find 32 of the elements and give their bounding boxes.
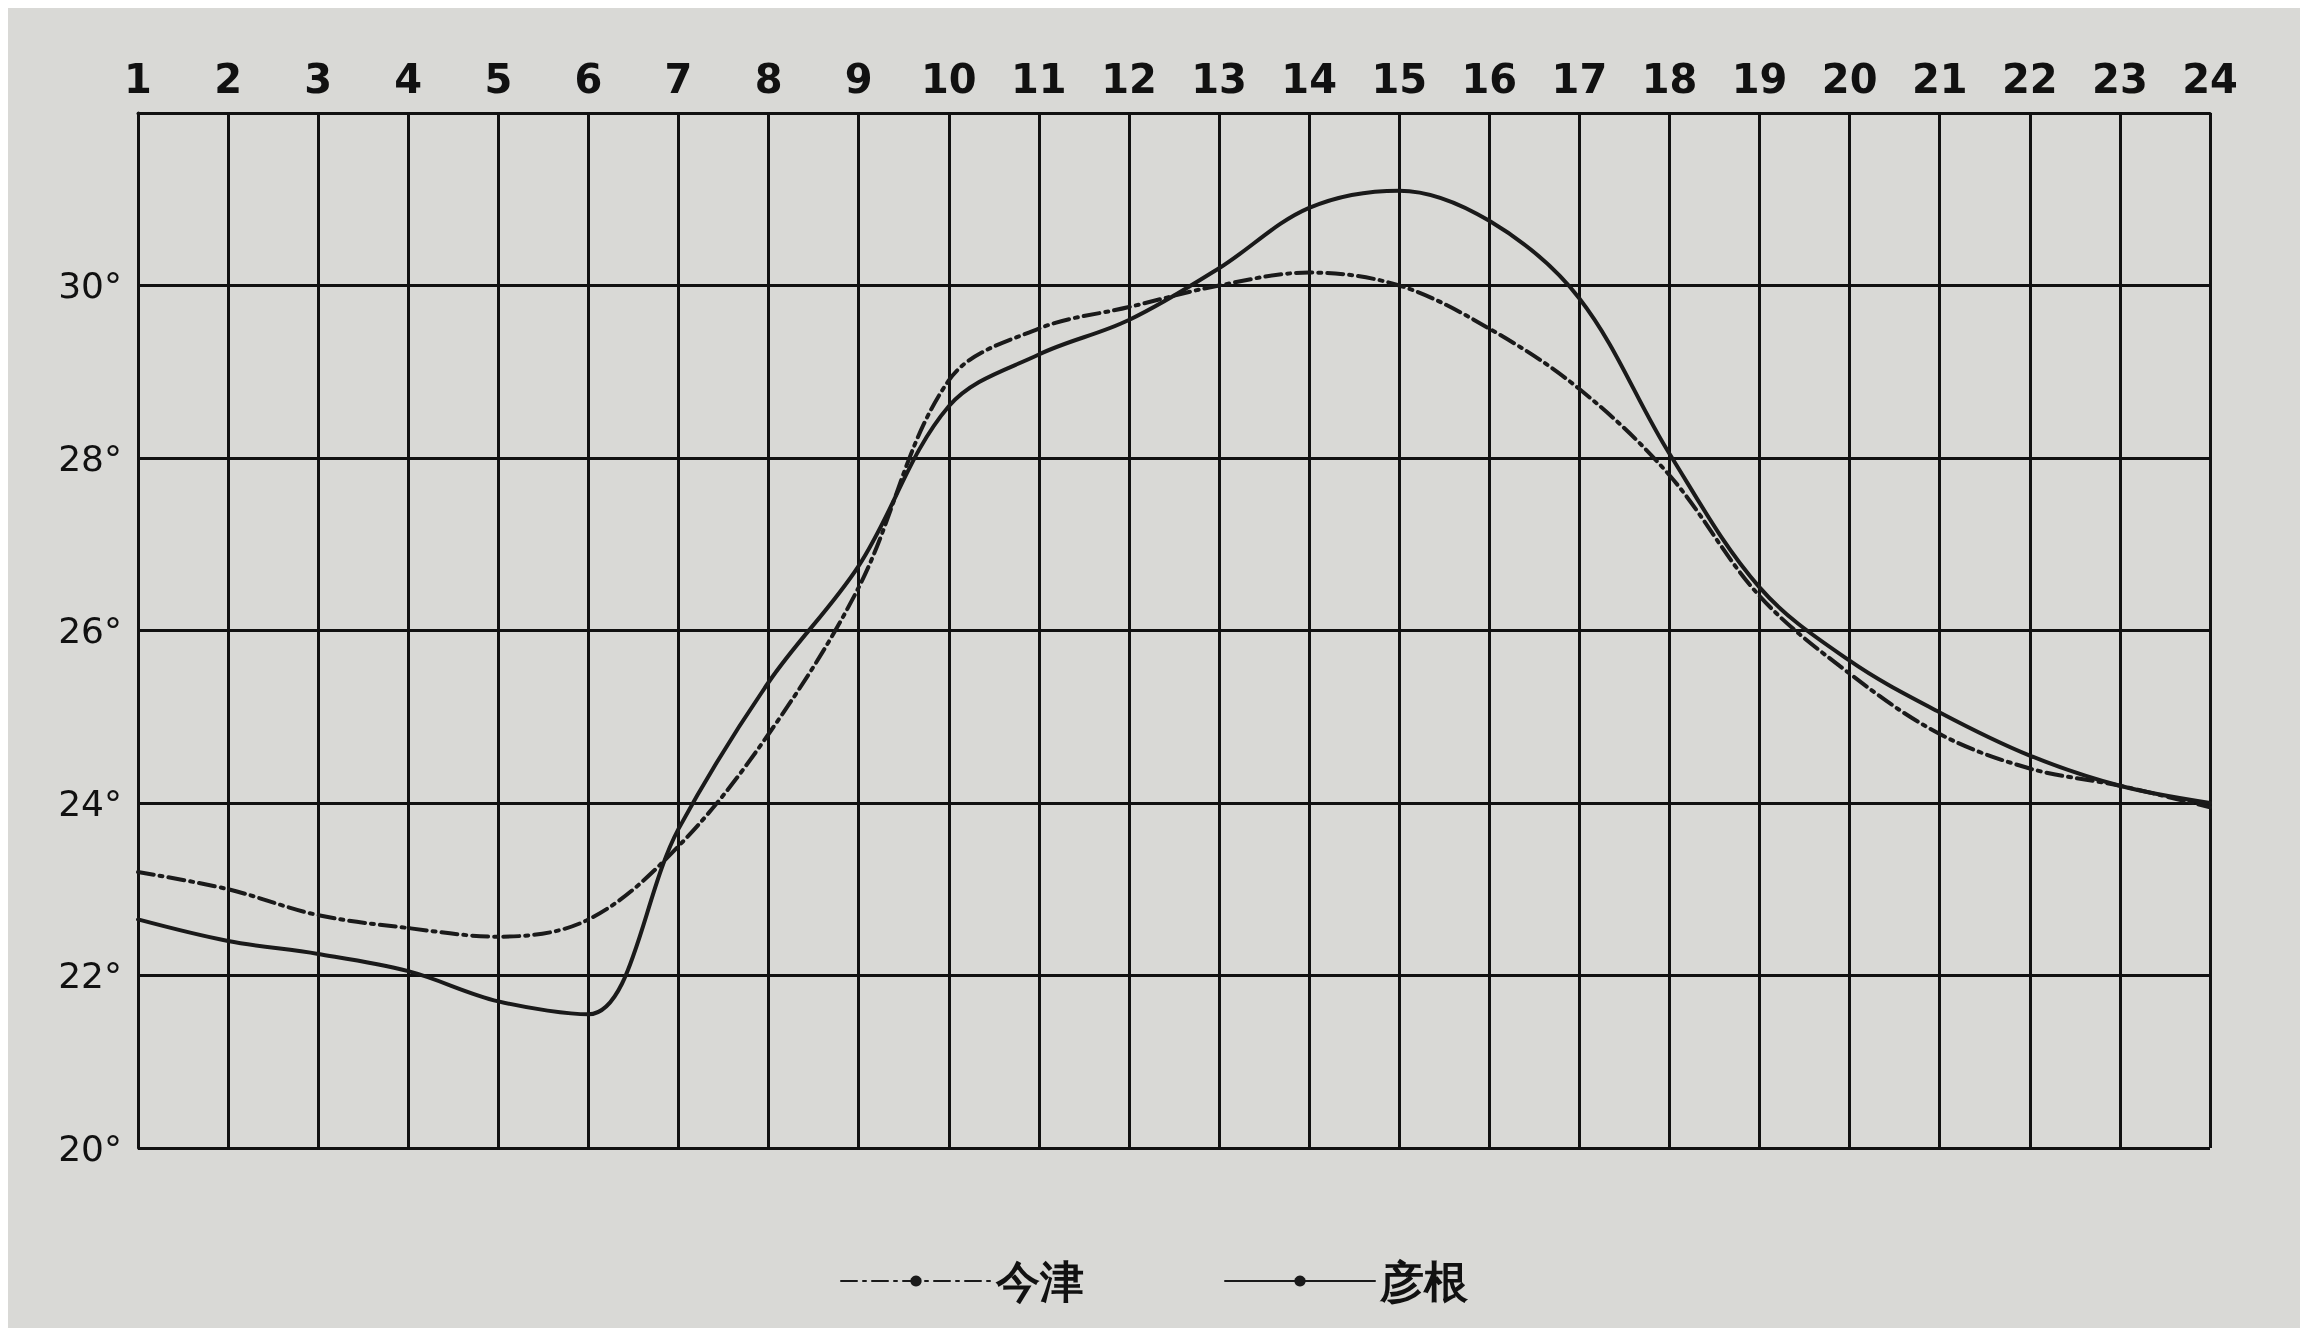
x-tick-label: 8 [754, 56, 783, 102]
x-tick-label: 13 [1191, 56, 1247, 102]
x-tick-label: 19 [1731, 56, 1788, 102]
x-tick-label: 24 [2182, 56, 2238, 102]
x-tick-label: 17 [1551, 56, 1608, 102]
x-tick-label: 3 [304, 56, 333, 102]
y-tick-label: 22° [58, 955, 122, 996]
x-tick-label: 14 [1281, 56, 1337, 102]
x-tick-label: 7 [664, 56, 693, 102]
x-tick-label: 4 [394, 56, 423, 102]
x-tick-label: 18 [1641, 56, 1698, 102]
x-tick-label: 10 [920, 56, 977, 102]
x-tick-label: 9 [844, 56, 873, 102]
y-tick-label: 20° [58, 1127, 122, 1169]
x-tick-label: 21 [1911, 56, 1968, 102]
legend-label: 今津 [995, 1255, 1084, 1307]
y-tick-label: 26° [58, 610, 122, 651]
legend-label: 彦根 [1379, 1255, 1469, 1307]
x-tick-label: 5 [484, 56, 513, 102]
y-tick-label: 24° [58, 782, 122, 824]
x-tick-label: 6 [574, 56, 603, 102]
x-tick-label: 23 [2092, 56, 2148, 102]
x-tick-label: 22 [2001, 56, 2058, 102]
y-tick-label: 28° [58, 437, 122, 479]
x-tick-label: 12 [1101, 56, 1157, 102]
x-tick-label: 16 [1461, 56, 1518, 102]
x-tick-label: 2 [214, 56, 243, 102]
x-tick-label: 11 [1011, 56, 1067, 102]
x-tick-label: 1 [124, 56, 152, 102]
x-tick-label: 20 [1821, 56, 1878, 102]
y-tick-label: 30° [58, 265, 122, 306]
x-tick-label: 15 [1371, 56, 1428, 102]
